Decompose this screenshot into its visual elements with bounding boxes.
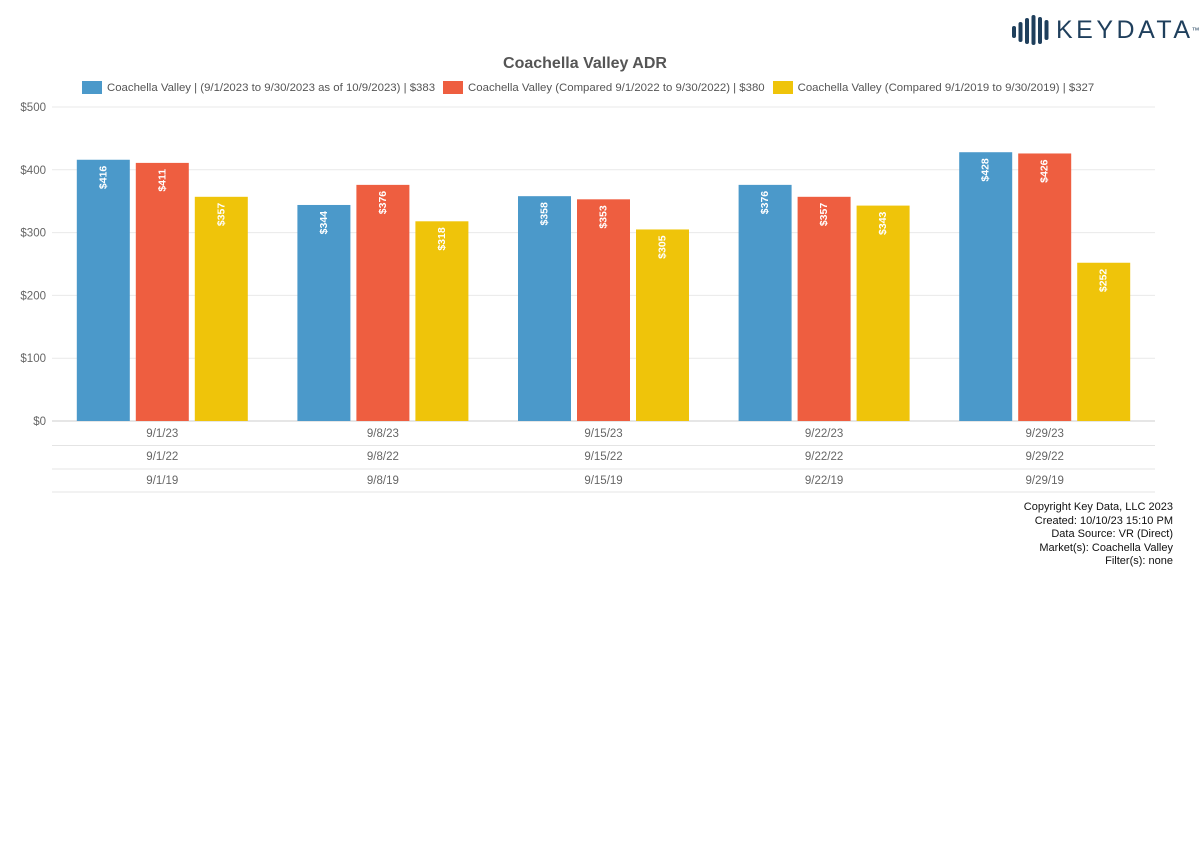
y-tick-label: $400 [20,165,46,177]
bar [959,152,1013,421]
market-text: Market(s): Coachella Valley [1039,541,1173,554]
legend-label-2022: Coachella Valley (Compared 9/1/2022 to 9… [468,81,765,94]
bar-data-label: $376 [759,191,771,215]
bar [415,221,469,421]
x-category-label: 9/15/19 [584,475,622,487]
bar-data-label: $318 [436,227,448,251]
bar [194,196,248,421]
data-source-text: Data Source: VR (Direct) [1051,528,1173,540]
bar [856,205,910,421]
bar [518,196,571,421]
y-tick-label: $100 [20,353,46,365]
legend-item-2019[interactable]: Coachella Valley (Compared 9/1/2019 to 9… [772,81,1095,94]
bar-data-label: $343 [877,211,889,235]
bar-chart: $0 $100 $200 $300 $400 $500 $416 $411 $357 $344 $3… [20,102,1155,493]
copyright-text: Copyright Key Data, LLC 2023 [1023,501,1173,513]
bar [1077,262,1131,421]
x-category-label: 9/1/22 [146,451,178,463]
logo-bars-icon [1012,15,1049,45]
x-category-label: 9/22/23 [805,428,843,440]
bar [297,204,351,421]
x-category-label: 9/1/23 [146,428,178,440]
created-text: Created: 10/10/23 15:10 PM [1034,514,1173,527]
bar [76,159,130,421]
legend-label-2019: Coachella Valley (Compared 9/1/2019 to 9… [797,81,1095,94]
legend-swatch-2022 [443,81,464,94]
bar-data-label: $428 [980,158,992,182]
bar-data-label: $305 [657,235,669,259]
legend-item-2022[interactable]: Coachella Valley (Compared 9/1/2022 to 9… [443,81,765,94]
filter-text: Filter(s): none [1105,555,1173,567]
legend-swatch-2023 [82,81,102,94]
bar-data-label: $252 [1098,269,1110,293]
x-category-label: 9/29/23 [1026,428,1064,440]
legend-label-2023: Coachella Valley | (9/1/2023 to 9/30/202… [107,81,436,94]
bar-data-label: $376 [377,191,389,215]
chart-footer-info: Copyright Key Data, LLC 2023 Created: 10… [1024,501,1173,569]
bar [738,184,792,421]
y-tick-label: $300 [20,228,46,240]
y-tick-label: $200 [20,290,46,302]
chart-title: Coachella Valley ADR [503,55,667,72]
legend-swatch-2019 [772,81,793,94]
x-category-label: 9/22/19 [805,475,843,487]
bar-data-label: $411 [156,169,168,192]
bar-data-label: $357 [818,203,830,227]
bar-data-label: $357 [215,203,227,227]
x-category-label: 9/15/23 [584,428,622,440]
x-category-label: 9/29/22 [1026,451,1064,463]
y-tick-label: $500 [20,102,46,114]
logo-trademark: ™ [1191,25,1200,35]
x-category-label: 9/1/19 [146,475,178,487]
bar [1018,153,1072,422]
legend-item-2023[interactable]: Coachella Valley | (9/1/2023 to 9/30/202… [82,81,435,94]
bar-data-label: $358 [539,202,551,226]
x-category-label: 9/8/19 [367,475,399,487]
y-tick-label: $0 [33,416,46,428]
bar [577,199,630,421]
bar-data-label: $426 [1039,159,1051,183]
bar-data-label: $416 [97,166,109,190]
bar [356,184,410,421]
logo-text: KEYDATA [1056,15,1194,44]
x-category-label: 9/8/22 [367,451,399,463]
bar [135,162,189,421]
bar [797,196,851,421]
bar-data-label: $344 [318,211,330,235]
x-category-label: 9/8/23 [367,428,399,440]
bar [636,229,689,421]
x-category-label: 9/29/19 [1026,475,1064,487]
keydata-logo: KEYDATA ™ [1012,14,1200,46]
bar-data-label: $353 [598,205,610,229]
x-category-label: 9/15/22 [584,451,622,463]
x-category-label: 9/22/22 [805,451,843,463]
chart-legend: Coachella Valley | (9/1/2023 to 9/30/202… [82,81,1102,94]
